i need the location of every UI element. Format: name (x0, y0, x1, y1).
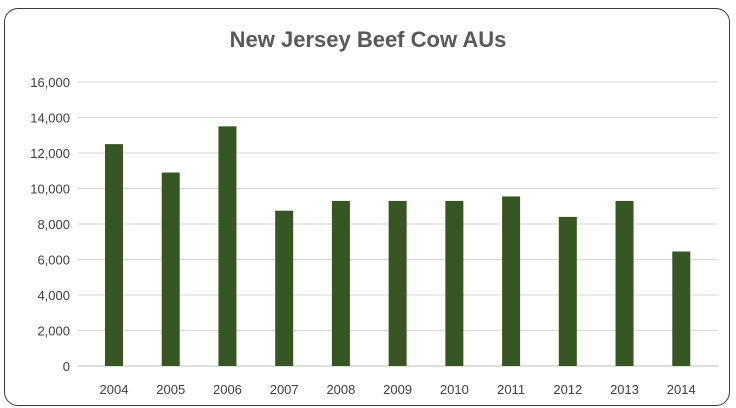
x-tick-label: 2007 (270, 382, 299, 397)
y-axis-labels: 0 2,000 4,000 6,000 8,000 10,000 12,000 14,000 1… (30, 75, 70, 374)
bar-2008 (332, 201, 350, 366)
x-tick-label: 2011 (497, 382, 525, 397)
bar-2006 (218, 126, 236, 366)
y-tick-label: 2,000 (37, 324, 70, 339)
bar-2005 (162, 173, 180, 366)
x-tick-label: 2012 (553, 382, 582, 397)
x-tick-label: 2008 (326, 382, 355, 397)
bar-2011 (502, 196, 520, 366)
bar-2013 (616, 201, 634, 366)
y-tick-label: 10,000 (30, 182, 70, 197)
x-tick-label: 2009 (383, 382, 412, 397)
bar-2012 (559, 217, 577, 366)
bar-2007 (275, 211, 293, 366)
bar-2010 (445, 201, 463, 366)
x-axis-labels: 2004 2005 2006 2007 2008 2009 2010 2011 2012 2013… (100, 382, 696, 397)
x-tick-label: 2005 (156, 382, 185, 397)
y-tick-label: 4,000 (37, 288, 70, 303)
x-tick-label: 2004 (100, 382, 129, 397)
x-tick-label: 2013 (610, 382, 639, 397)
y-tick-label: 16,000 (30, 75, 70, 90)
bar-2009 (389, 201, 407, 366)
y-tick-label: 0 (63, 359, 70, 374)
y-tick-label: 8,000 (37, 217, 70, 232)
bar-2014 (672, 252, 690, 366)
x-tick-label: 2010 (440, 382, 469, 397)
x-tick-label: 2014 (667, 382, 696, 397)
y-tick-label: 6,000 (37, 253, 70, 268)
bar-2004 (105, 144, 123, 366)
x-tick-label: 2006 (213, 382, 242, 397)
y-tick-label: 14,000 (30, 111, 70, 126)
y-tick-label: 12,000 (30, 146, 70, 161)
